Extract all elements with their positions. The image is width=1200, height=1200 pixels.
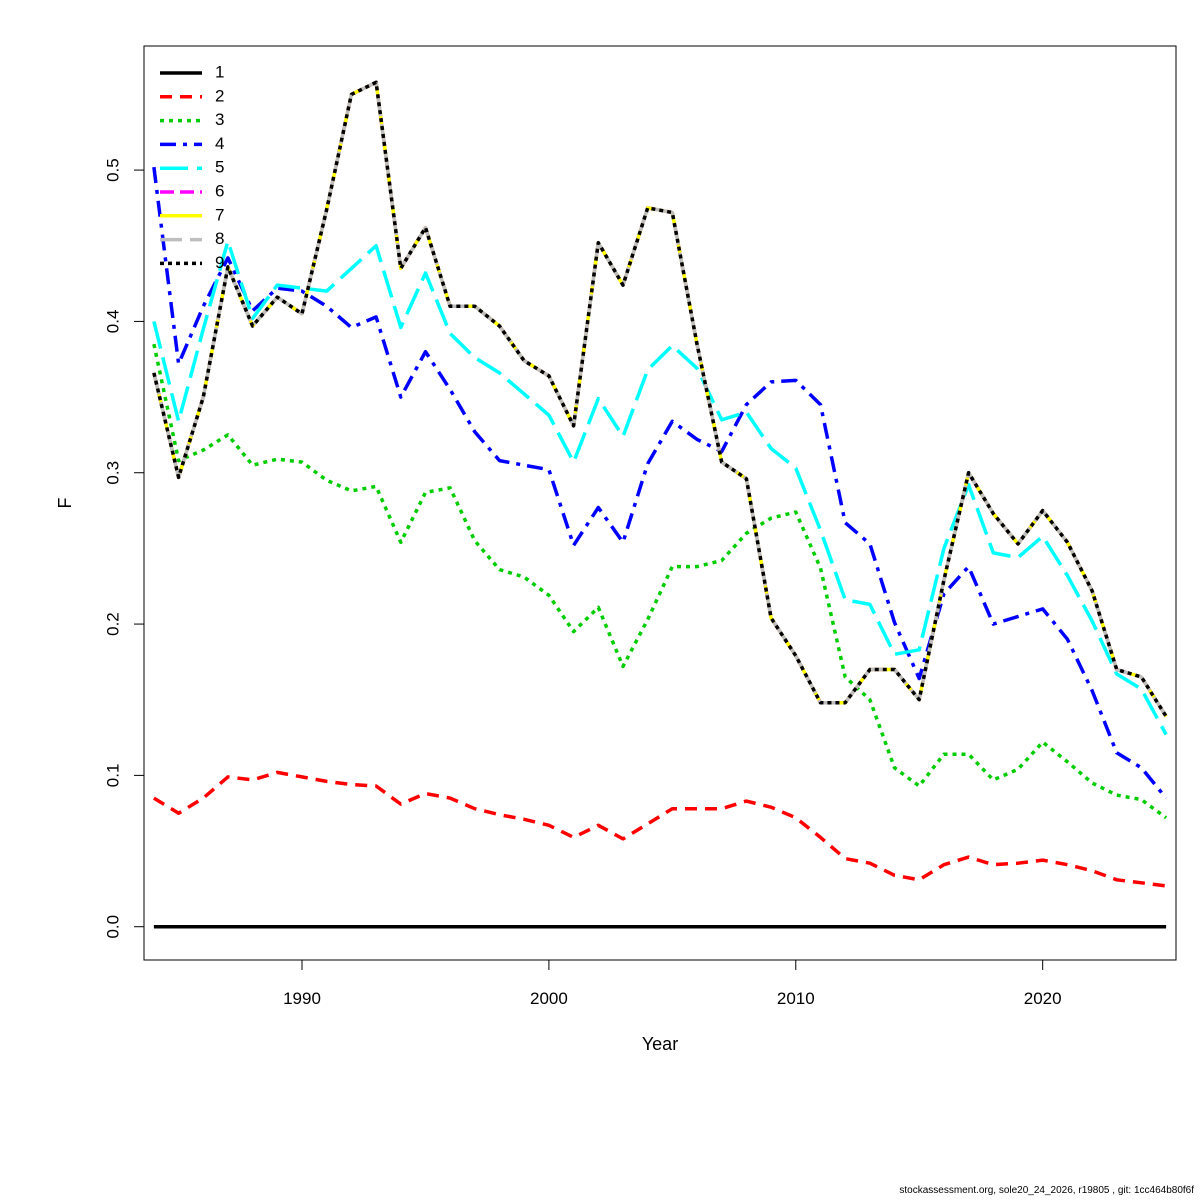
- y-axis-label: F: [55, 498, 75, 509]
- series-line-3: [152, 343, 1168, 820]
- legend-label-4: 4: [215, 134, 224, 153]
- y-tick-label: 0.3: [103, 461, 122, 485]
- x-tick-label: 1990: [283, 989, 321, 1008]
- y-tick-label: 0.0: [103, 915, 122, 939]
- y-tick-label: 0.5: [103, 158, 122, 182]
- legend-label-2: 2: [215, 86, 224, 105]
- x-tick-label: 2010: [777, 989, 815, 1008]
- legend: 1 2 3 4 5 6 7 8 9: [160, 62, 224, 272]
- series-line-2: [152, 770, 1167, 888]
- footer-caption: stockassessment.org, sole20_24_2026, r19…: [899, 1185, 1194, 1196]
- series-line-9: [152, 80, 1168, 718]
- x-axis-label: Year: [642, 1034, 678, 1054]
- series-line-5: [152, 239, 1168, 736]
- series-lines: [152, 80, 1168, 929]
- y-tick-label: 0.4: [103, 310, 122, 334]
- plot-frame: [143, 45, 1177, 961]
- legend-label-6: 6: [215, 181, 224, 200]
- x-tick-label: 2000: [530, 989, 568, 1008]
- legend-label-3: 3: [215, 110, 224, 129]
- legend-label-5: 5: [215, 158, 224, 177]
- legend-label-1: 1: [215, 62, 224, 81]
- x-tick-label: 2020: [1024, 989, 1062, 1008]
- series-line-4: [152, 166, 1168, 800]
- legend-label-8: 8: [215, 229, 224, 248]
- legend-label-7: 7: [215, 205, 224, 224]
- y-tick-label: 0.2: [103, 612, 122, 636]
- legend-label-9: 9: [215, 253, 224, 272]
- y-tick-label: 0.1: [103, 764, 122, 788]
